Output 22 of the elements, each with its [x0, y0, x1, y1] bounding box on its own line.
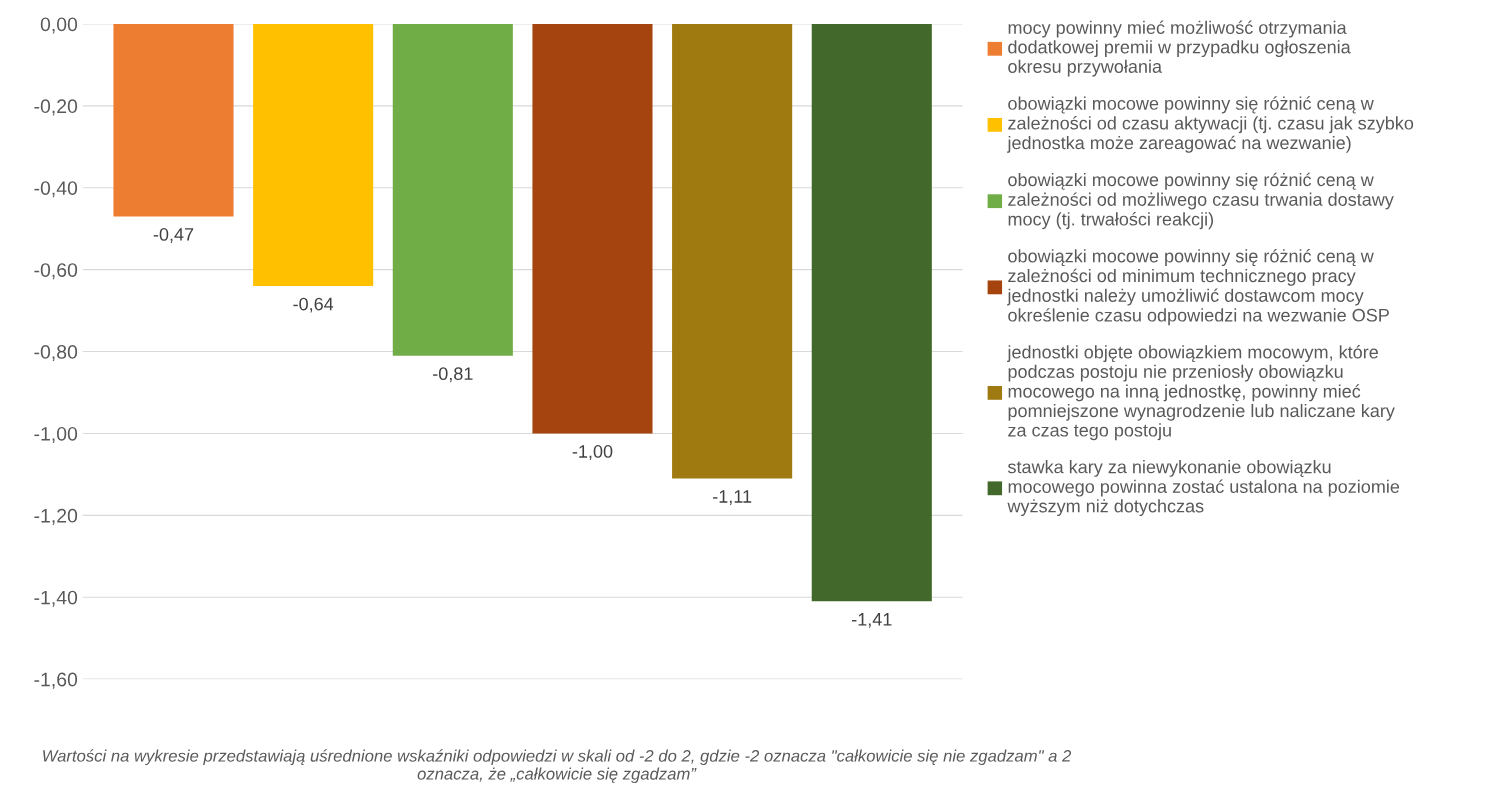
data-label: -0,47: [153, 228, 194, 243]
y-tick-label: -0,20: [34, 99, 78, 116]
y-tick-label: -0,60: [34, 263, 78, 280]
y-tick-label: -1,00: [34, 426, 78, 443]
y-tick-label: -0,80: [34, 345, 78, 362]
y-tick-label: -1,40: [34, 590, 78, 607]
y-tick-label: -0,40: [34, 181, 78, 198]
data-label: -1,00: [572, 445, 613, 460]
data-label: -0,81: [433, 367, 473, 383]
data-label: -0,64: [293, 297, 334, 313]
legend-label: obowiązki mocowe powinny się różnić ceną w zależności od czasu aktywacji (tj. czasu jak szybko jednostka może zareagować na wezwanie): [1007, 96, 1414, 153]
text: Wartości na wykresie przedstawiają uśrednione wskaźniki odpowiedzi w skali od -2 do 2, gdzie -2 oznacza "całkowicie się nie zgadzam" a 2 oznacza, że „całkowicie się zgadzam”: [43, 749, 1072, 784]
legend-label: stawka kary za niewykonanie obowiązku mocowego powinna zostać ustalona na poziomie wyższym niż dotychczas: [1007, 460, 1400, 517]
legend-label: mocy powinny mieć możliwość otrzymania dodatkowej premii w przypadku ogłoszenia okresu przywołania: [1008, 20, 1351, 77]
y-tick-label: 0,00: [40, 17, 78, 34]
y-tick-label: -1,20: [34, 508, 78, 525]
y-tick-label: -1,60: [34, 672, 78, 689]
data-label: -1,11: [713, 490, 752, 506]
data-label: -1,41: [852, 613, 892, 628]
legend-label: jednostki objęte obowiązkiem mocowym, które podczas postoju nie przeniosły obowiązku mocowego na inną jednostkę, powinny mieć pomniejszone wynagrodzenie lub naliczane kary za czas tego postoju: [1007, 345, 1395, 441]
legend-label: obowiązki mocowe powinny się różnić ceną w zależności od możliwego czasu trwania dostawy mocy (tj. trwałości reakcji): [1008, 172, 1394, 230]
legend-label: obowiązki mocowe powinny się różnić ceną w zależności od minimum technicznego pracy jednostki należy umożliwić dostawcom mocy określenie czasu odpowiedzi na wezwanie OSP: [1007, 249, 1389, 326]
